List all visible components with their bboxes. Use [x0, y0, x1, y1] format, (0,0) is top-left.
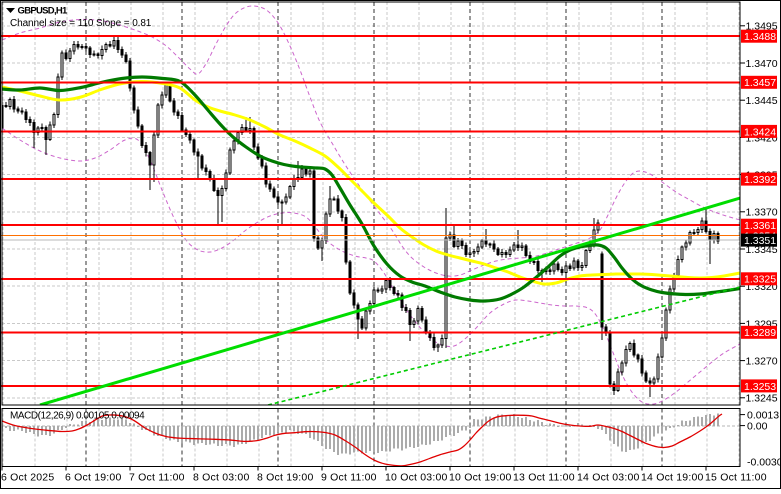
svg-text:8 Oct 19:00: 8 Oct 19:00	[257, 472, 313, 484]
svg-text:1.3351: 1.3351	[744, 235, 776, 247]
svg-text:1.3488: 1.3488	[744, 31, 776, 43]
svg-text:-0.00308: -0.00308	[747, 456, 781, 468]
svg-text:1.3245: 1.3245	[746, 393, 778, 405]
svg-text:10 Oct 19:00: 10 Oct 19:00	[449, 472, 512, 484]
svg-text:1.3289: 1.3289	[744, 327, 776, 339]
svg-text:Channel size = 110 Slope = 0.8: Channel size = 110 Slope = 0.81	[10, 18, 152, 29]
svg-text:1.3470: 1.3470	[746, 58, 778, 70]
svg-text:0.0013: 0.0013	[747, 410, 779, 422]
svg-text:9 Oct 11:00: 9 Oct 11:00	[321, 472, 377, 484]
svg-text:0.00: 0.00	[747, 421, 768, 433]
svg-text:7 Oct 11:00: 7 Oct 11:00	[129, 472, 185, 484]
svg-text:1.3392: 1.3392	[744, 174, 776, 186]
svg-text:1.3270: 1.3270	[746, 356, 778, 368]
svg-text:6 Oct 19:00: 6 Oct 19:00	[65, 472, 121, 484]
svg-text:GBPUSD,H1: GBPUSD,H1	[18, 6, 69, 17]
svg-text:13 Oct 11:00: 13 Oct 11:00	[513, 472, 575, 484]
svg-text:1.3424: 1.3424	[744, 126, 776, 138]
svg-text:6 Oct 2025: 6 Oct 2025	[1, 472, 54, 484]
svg-text:1.3325: 1.3325	[744, 274, 776, 286]
svg-text:14 Oct 03:00: 14 Oct 03:00	[577, 472, 640, 484]
svg-text:14 Oct 19:00: 14 Oct 19:00	[641, 472, 704, 484]
svg-text:1.3345: 1.3345	[746, 244, 778, 256]
svg-text:10 Oct 03:00: 10 Oct 03:00	[385, 472, 448, 484]
svg-text:1.3445: 1.3445	[746, 95, 778, 107]
svg-text:1.3457: 1.3457	[744, 77, 776, 89]
svg-text:15 Oct 11:00: 15 Oct 11:00	[705, 472, 767, 484]
svg-text:1.3370: 1.3370	[746, 207, 778, 219]
svg-text:1.3253: 1.3253	[744, 381, 776, 393]
svg-text:MACD(12,26,9) 0.00105 0.00094: MACD(12,26,9) 0.00105 0.00094	[10, 411, 145, 422]
svg-text:8 Oct 03:00: 8 Oct 03:00	[193, 472, 249, 484]
